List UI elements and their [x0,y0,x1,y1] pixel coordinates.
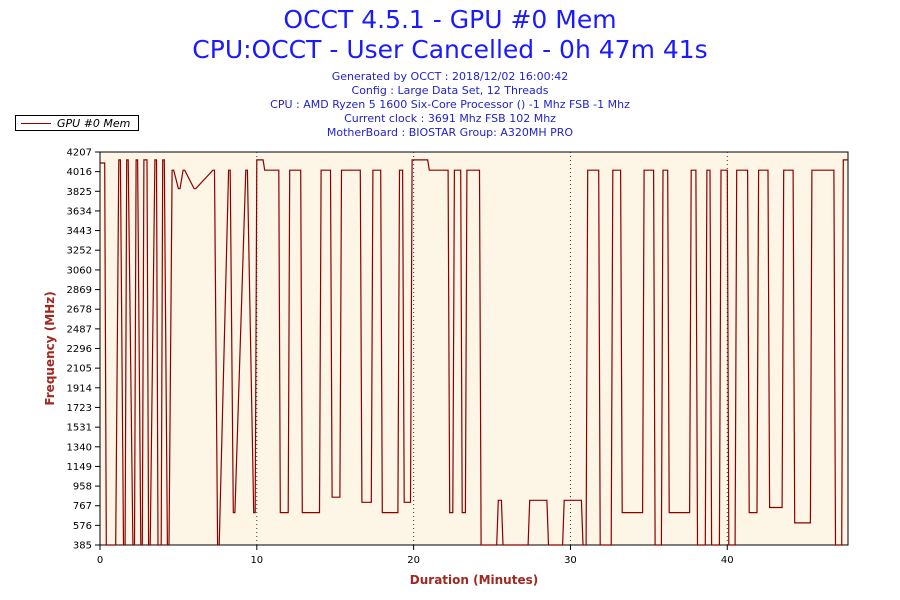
y-tick-label: 2678 [67,305,92,316]
y-tick-label: 1723 [67,403,92,414]
x-tick-label: 0 [97,555,103,566]
y-tick-label: 576 [73,521,92,532]
y-tick-label: 2869 [67,285,92,296]
motherboard-info: MotherBoard : BIOSTAR Group: A320MH PRO [326,126,574,139]
y-tick-label: 3825 [67,187,92,198]
y-tick-label: 3252 [67,246,92,257]
legend-label: GPU #0 Mem [57,116,131,130]
clock-info: Current clock : 3691 Mhz FSB 102 Mhz [344,112,556,125]
y-tick-label: 3634 [67,206,92,217]
cpu-info: CPU : AMD Ryzen 5 1600 Six-Core Processo… [270,98,630,111]
config-info: Config : Large Data Set, 12 Threads [351,84,549,97]
y-tick-label: 1149 [67,462,92,473]
y-tick-label: 4207 [67,148,92,159]
legend-swatch [21,122,51,124]
y-tick-label: 1340 [67,442,92,453]
y-axis-title: Frequency (MHz) [43,291,57,405]
x-axis-title: Duration (Minutes) [410,573,538,587]
y-tick-label: 958 [73,482,92,493]
chart-legend: GPU #0 Mem [15,115,139,131]
chart-subtitle: CPU:OCCT - User Cancelled - 0h 47m 41s [192,35,708,64]
y-tick-label: 3443 [67,226,92,237]
y-tick-label: 3060 [67,265,92,276]
x-tick-label: 20 [407,555,420,566]
generated-info: Generated by OCCT : 2018/12/02 16:00:42 [331,70,569,83]
y-tick-label: 4016 [67,167,92,178]
y-tick-label: 2296 [67,344,92,355]
x-tick-label: 10 [250,555,263,566]
x-tick-label: 40 [721,555,734,566]
chart-title: OCCT 4.5.1 - GPU #0 Mem [283,5,617,34]
y-tick-label: 2487 [67,324,92,335]
x-tick-label: 30 [564,555,577,566]
y-tick-label: 767 [73,501,92,512]
y-tick-label: 1531 [67,423,92,434]
y-tick-label: 2105 [67,364,92,375]
y-tick-label: 1914 [67,383,92,394]
series-line [100,159,848,546]
y-tick-label: 385 [73,541,92,552]
